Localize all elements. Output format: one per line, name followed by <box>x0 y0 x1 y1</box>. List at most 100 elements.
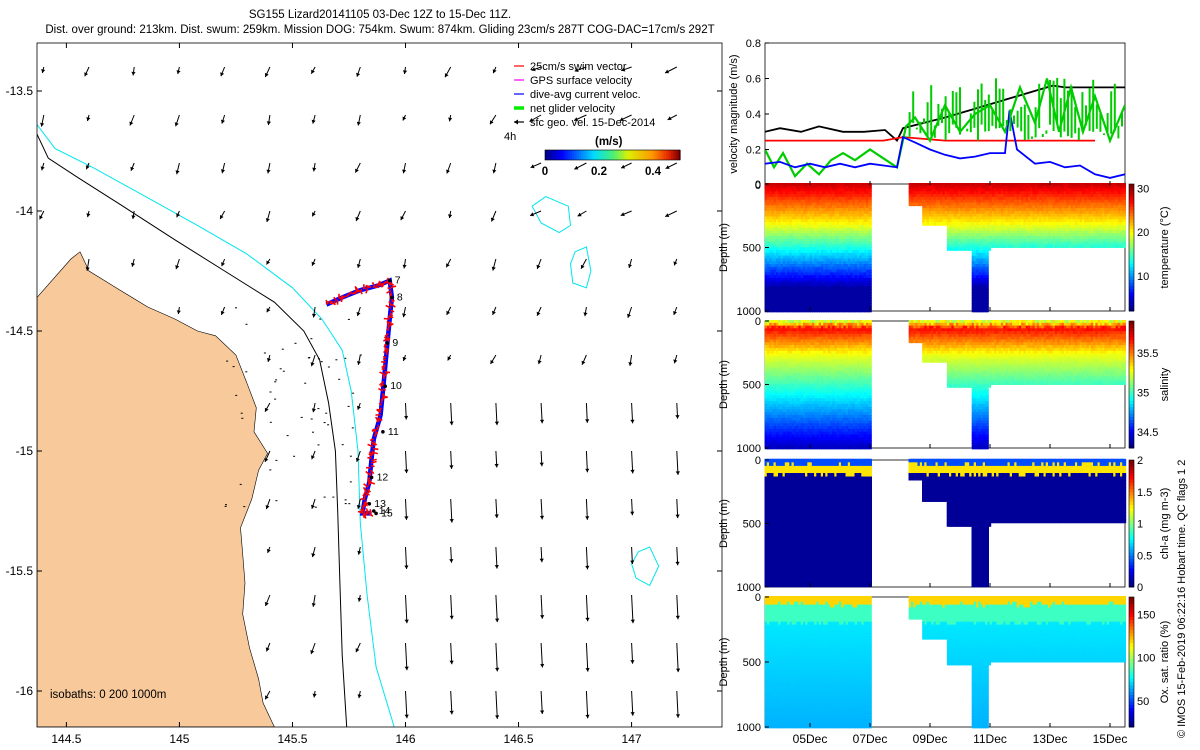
geo-velocity-arrowhead <box>86 213 91 218</box>
temperature-sample <box>996 236 1000 240</box>
temperature-sample <box>1032 238 1036 243</box>
temperature-sample <box>962 230 967 235</box>
temperature-sample <box>868 202 872 207</box>
colorbar-cell <box>567 150 571 160</box>
temperature-sample <box>767 233 771 237</box>
temperature-sample <box>1061 227 1066 232</box>
temperature-sample <box>848 183 852 187</box>
temperature-sample <box>964 194 969 198</box>
temperature-sample <box>1075 216 1079 221</box>
temperature-sample <box>800 241 805 246</box>
temperature-sample <box>973 255 978 260</box>
temperature-sample <box>791 255 796 260</box>
temperature-sample <box>771 185 776 190</box>
temperature-sample <box>805 238 809 243</box>
temperature-sample <box>812 266 816 271</box>
temperature-sample <box>825 191 830 195</box>
colorbar-cell <box>563 150 566 160</box>
temperature-sample <box>830 258 834 262</box>
temperature-sample <box>841 222 845 226</box>
temperature-sample <box>1059 230 1063 235</box>
temperature-sample <box>839 199 843 204</box>
geo-velocity-arrowhead <box>265 695 269 700</box>
temperature-sample <box>796 205 800 209</box>
temperature-sample <box>857 305 861 310</box>
temperature-sample <box>764 294 769 299</box>
temperature-sample <box>839 272 843 276</box>
colorbar-cell <box>655 150 659 160</box>
temperature-sample <box>1025 222 1030 226</box>
temperature-sample <box>776 210 780 215</box>
temperature-sample <box>866 264 870 268</box>
temperature-sample <box>773 196 778 201</box>
temperature-sample <box>978 230 982 235</box>
temperature-sample <box>951 196 955 201</box>
temperature-sample <box>807 224 812 229</box>
geo-velocity-arrowhead <box>585 714 590 719</box>
temperature-sample <box>785 222 789 226</box>
temperature-sample <box>836 283 841 288</box>
velocity-series <box>765 84 1125 143</box>
temperature-sample <box>836 258 841 262</box>
temperature-sample <box>953 194 958 198</box>
swim-vector <box>390 303 396 308</box>
temperature-sample <box>764 278 769 282</box>
temperature-sample <box>949 216 953 221</box>
temperature-sample <box>809 210 814 215</box>
temperature-sample <box>946 222 951 226</box>
temperature-sample <box>845 252 850 257</box>
temperature-sample <box>832 241 836 246</box>
temperature-sample <box>816 303 821 307</box>
geo-velocity-arrowhead <box>402 264 407 269</box>
isobath-1000m <box>37 124 395 727</box>
temperature-sample <box>982 283 987 288</box>
temperature-sample <box>818 183 823 187</box>
temperature-sample <box>839 303 843 307</box>
temperature-sample <box>958 236 962 240</box>
temperature-sample <box>816 210 821 215</box>
temperature-sample <box>937 205 942 209</box>
reef-speck <box>327 424 330 426</box>
temperature-sample <box>834 252 839 257</box>
temperature-sample <box>985 261 989 265</box>
swim-vector <box>389 316 394 319</box>
temperature-sample <box>798 219 803 223</box>
temperature-sample <box>946 216 951 221</box>
temperature-sample <box>803 269 807 274</box>
temperature-sample <box>978 188 982 193</box>
temperature-sample <box>782 283 787 288</box>
temperature-sample <box>823 255 827 260</box>
temperature-sample <box>1052 194 1057 198</box>
temperature-sample <box>926 222 931 226</box>
temperature-sample <box>982 244 987 248</box>
temperature-sample <box>843 294 848 299</box>
temperature-sample <box>922 208 926 212</box>
geo-velocity-arrowhead <box>266 121 271 125</box>
temperature-sample <box>985 216 989 221</box>
temperature-sample <box>812 264 816 268</box>
temperature-sample <box>1045 238 1050 243</box>
temperature-sample <box>946 191 951 195</box>
temperature-sample <box>843 188 848 193</box>
temperature-sample <box>839 227 843 232</box>
geo-velocity-arrowhead <box>220 310 225 315</box>
geo-velocity-arrowhead <box>492 169 497 174</box>
temperature-sample <box>836 250 841 254</box>
temperature-sample <box>780 297 785 302</box>
temperature-sample <box>821 269 825 274</box>
temperature-sample <box>776 275 780 279</box>
temperature-sample <box>771 303 776 307</box>
temperature-sample <box>782 236 787 240</box>
temperature-sample <box>922 183 926 187</box>
temperature-sample <box>951 238 955 243</box>
temperature-sample <box>942 199 946 204</box>
temperature-sample <box>839 258 843 262</box>
temperature-sample <box>994 227 998 232</box>
temperature-sample <box>973 236 978 240</box>
temperature-sample <box>985 303 989 307</box>
temperature-sample <box>794 191 798 195</box>
temperature-sample <box>1032 196 1036 201</box>
temperature-sample <box>789 208 794 212</box>
temperature-sample <box>776 222 780 226</box>
temperature-sample <box>1057 216 1061 221</box>
